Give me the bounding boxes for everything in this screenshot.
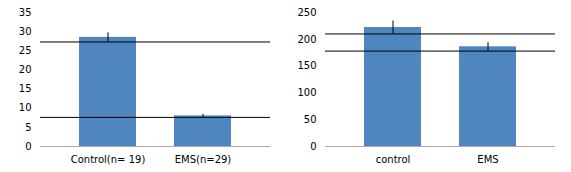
svg-text:20: 20 xyxy=(19,64,32,75)
svg-text:25: 25 xyxy=(19,45,32,56)
svg-text:150: 150 xyxy=(297,60,316,71)
svg-text:30: 30 xyxy=(19,26,32,37)
svg-text:15: 15 xyxy=(19,83,32,94)
svg-text:5: 5 xyxy=(25,122,31,133)
svg-text:200: 200 xyxy=(297,34,316,45)
svg-text:100: 100 xyxy=(297,87,316,98)
svg-text:EMS: EMS xyxy=(477,154,498,165)
svg-text:EMS(n=29): EMS(n=29) xyxy=(175,154,232,165)
svg-text:0: 0 xyxy=(25,141,31,152)
svg-text:control: control xyxy=(376,154,411,165)
svg-text:250: 250 xyxy=(297,7,316,18)
svg-text:50: 50 xyxy=(304,114,317,125)
svg-text:35: 35 xyxy=(19,7,32,18)
svg-text:0: 0 xyxy=(310,141,316,152)
svg-text:10: 10 xyxy=(19,102,32,113)
svg-text:Control(n= 19): Control(n= 19) xyxy=(71,154,146,165)
